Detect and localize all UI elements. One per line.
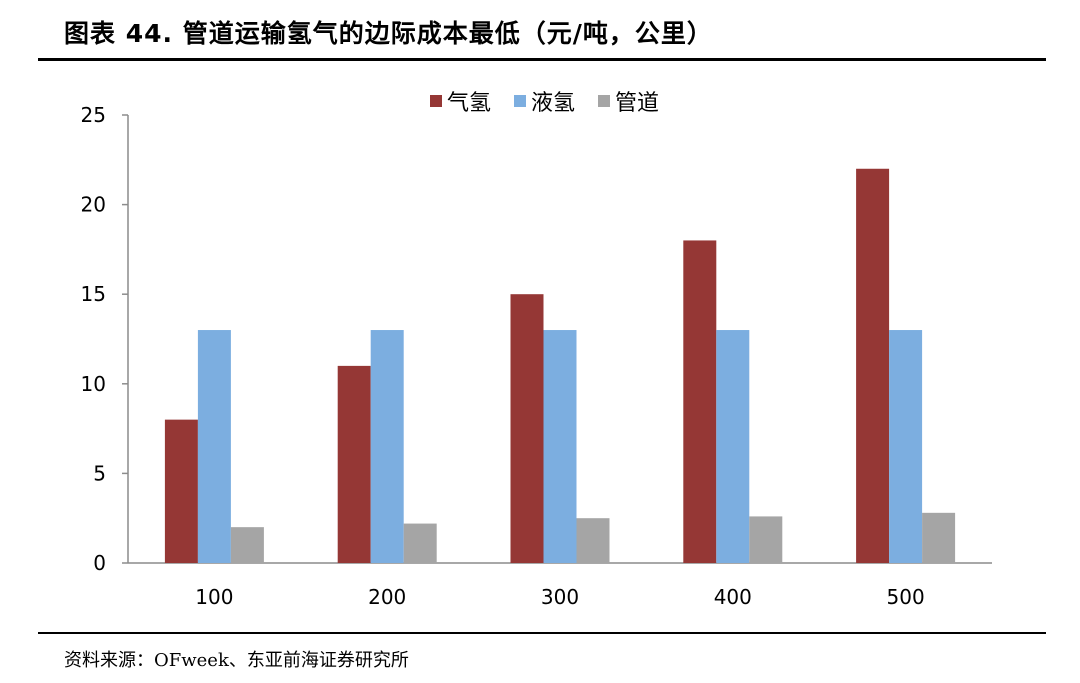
bar-管道-400 (749, 516, 783, 563)
y-tick-label: 25 (81, 103, 106, 127)
legend-swatch (430, 95, 442, 107)
legend-label: 气氢 (447, 91, 491, 116)
bars (164, 168, 956, 563)
y-tick-label: 10 (81, 372, 106, 396)
figure-title: 图表 44. 管道运输氢气的边际成本最低（元/吨，公里） (64, 19, 713, 48)
bar-液氢-200 (370, 330, 404, 563)
x-axis: 100 200 300 400 500 (128, 562, 992, 609)
x-tick-label: 100 (195, 585, 233, 609)
bar-气氢-100 (164, 419, 198, 563)
bar-液氢-300 (543, 330, 577, 563)
y-tick-label: 0 (93, 551, 106, 575)
bar-气氢-300 (510, 294, 544, 563)
y-tick-label: 5 (93, 461, 106, 485)
bar-管道-500 (922, 512, 956, 563)
bar-管道-200 (403, 523, 437, 563)
y-tick-label: 20 (81, 193, 106, 217)
legend-swatch (598, 95, 610, 107)
top-rule (38, 58, 1046, 61)
legend-label: 管道 (615, 91, 659, 116)
bar-气氢-500 (856, 168, 890, 563)
bar-气氢-200 (337, 365, 371, 563)
source-note: 资料来源：OFweek、东亚前海证券研究所 (64, 650, 409, 671)
legend-swatch (514, 95, 526, 107)
bottom-rule (38, 632, 1046, 634)
x-tick-label: 300 (541, 585, 579, 609)
y-axis: 0 5 10 15 20 25 (81, 103, 129, 575)
bar-气氢-400 (683, 240, 717, 563)
bar-液氢-100 (197, 330, 231, 563)
bar-液氢-400 (716, 330, 750, 563)
x-tick-label: 400 (714, 585, 752, 609)
bar-管道-100 (230, 527, 264, 563)
y-tick-label: 15 (81, 282, 106, 306)
bar-液氢-500 (889, 330, 923, 563)
legend-label: 液氢 (531, 91, 575, 116)
chart-legend: 气氢 液氢 管道 (430, 91, 659, 116)
x-tick-label: 500 (887, 585, 925, 609)
bar-管道-300 (576, 518, 610, 563)
x-tick-label: 200 (368, 585, 406, 609)
